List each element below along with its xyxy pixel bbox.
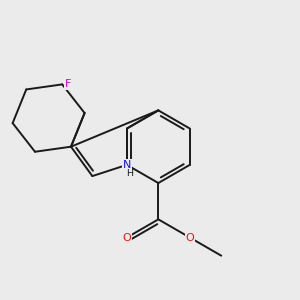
Text: F: F bbox=[65, 80, 71, 89]
Text: N: N bbox=[123, 160, 131, 170]
Text: O: O bbox=[122, 232, 131, 242]
Text: H: H bbox=[126, 169, 133, 178]
Text: O: O bbox=[185, 232, 194, 242]
